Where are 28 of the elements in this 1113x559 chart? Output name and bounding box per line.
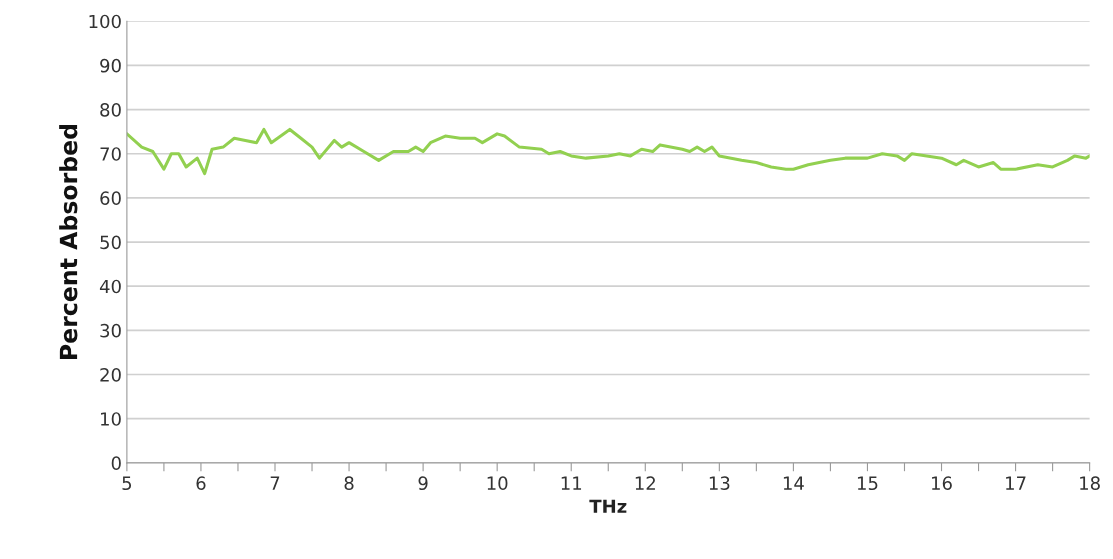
y-tick-label: 50 [100, 235, 121, 250]
y-tick-label: 90 [100, 58, 121, 73]
x-tick-label: 8 [344, 476, 354, 491]
x-tick-label: 11 [561, 476, 582, 490]
x-tick-label: 15 [857, 476, 878, 491]
x-tick-label: 5 [122, 476, 132, 491]
x-tick-label: 17 [1006, 476, 1026, 490]
x-tick-label: 13 [709, 476, 730, 491]
y-tick-label: 0 [111, 456, 121, 470]
line-series [126, 127, 1090, 176]
x-tick-label: 18 [1080, 476, 1100, 491]
x-tick-label: 7 [270, 476, 280, 490]
x-tick-label: 9 [418, 476, 428, 491]
x-tick-label: 12 [635, 476, 655, 490]
y-tick-label: 40 [99, 279, 121, 294]
y-tick-label: 20 [100, 367, 121, 382]
x-tick-label: 10 [487, 476, 508, 491]
y-tick-label: 70 [100, 147, 121, 161]
x-axis-title: THz [589, 499, 627, 513]
x-tick-label: 14 [783, 476, 804, 490]
y-tick-label: 10 [101, 412, 121, 426]
y-tick-label: 60 [100, 191, 121, 205]
y-tick-label: 80 [100, 103, 121, 117]
y-tick-label: 30 [100, 323, 121, 338]
x-tick-label: 6 [196, 476, 206, 491]
x-tick-label: 16 [932, 476, 952, 491]
y-axis-title: Percent Absorbed [59, 124, 78, 359]
y-tick-label: 100 [89, 14, 121, 29]
